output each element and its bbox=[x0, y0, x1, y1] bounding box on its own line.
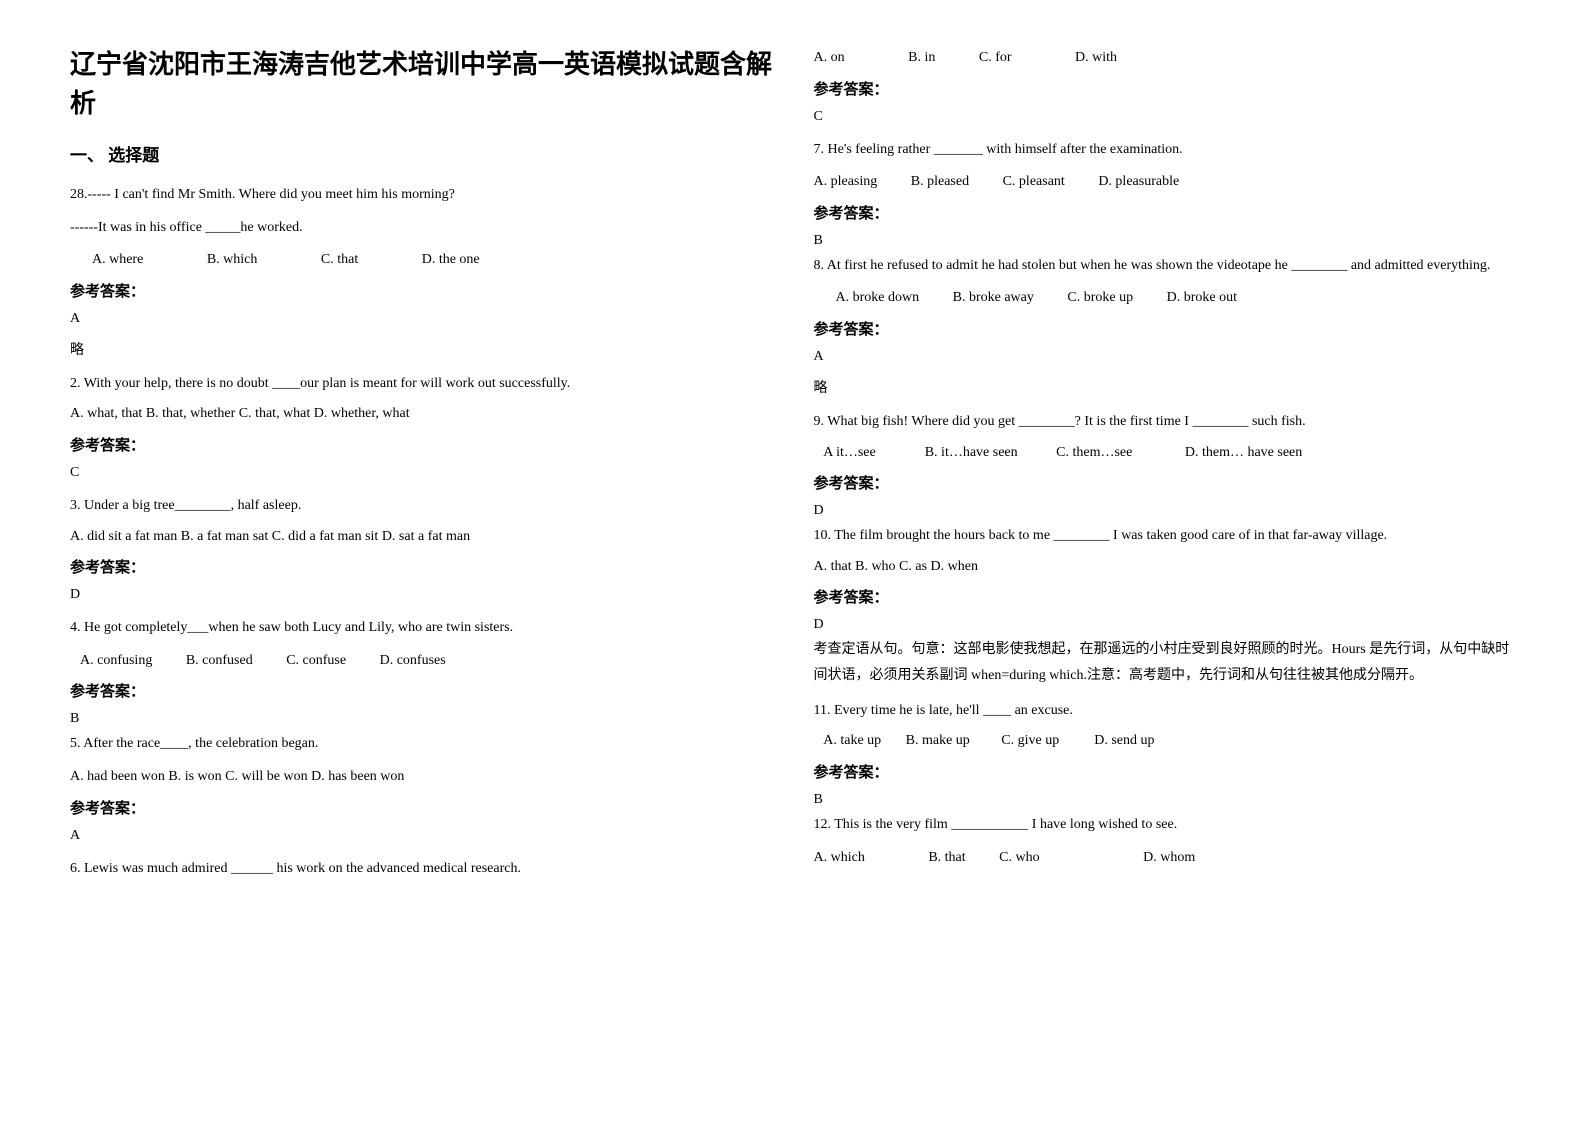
q6-opt-d: D. with bbox=[1075, 50, 1117, 65]
answer-label: 参考答案： bbox=[70, 680, 774, 701]
answer-label: 参考答案： bbox=[70, 556, 774, 577]
q6-options: A. on B. in C. for D. with bbox=[814, 45, 1518, 72]
q2-answer: C bbox=[70, 465, 774, 481]
skip-text: 略 bbox=[814, 377, 1518, 397]
q12-options: A. which B. that C. who D. whom bbox=[814, 845, 1518, 872]
answer-label: 参考答案： bbox=[814, 202, 1518, 223]
q10-answer: D bbox=[814, 617, 1518, 633]
q9-options: A it…see B. it…have seen C. them…see D. … bbox=[814, 440, 1518, 467]
q28-opt-b: B. which bbox=[207, 252, 258, 267]
q7-opt-d: D. pleasurable bbox=[1098, 174, 1179, 189]
answer-label: 参考答案： bbox=[814, 586, 1518, 607]
q4: 4. He got completely___when he saw both … bbox=[70, 615, 774, 642]
q6-opt-c: C. for bbox=[979, 50, 1012, 65]
q8-opt-b: B. broke away bbox=[953, 290, 1034, 305]
q4-opt-b: B. confused bbox=[186, 653, 253, 668]
q5-options: A. had been won B. is won C. will be won… bbox=[70, 764, 774, 791]
q5-answer: A bbox=[70, 828, 774, 844]
answer-label: 参考答案： bbox=[70, 797, 774, 818]
q2-options: A. what, that B. that, whether C. that, … bbox=[70, 401, 774, 428]
q8-opt-c: C. broke up bbox=[1067, 290, 1133, 305]
q3: 3. Under a big tree________, half asleep… bbox=[70, 493, 774, 520]
q4-options: A. confusing B. confused C. confuse D. c… bbox=[70, 648, 774, 675]
q9: 9. What big fish! Where did you get ____… bbox=[814, 409, 1518, 436]
q9-answer: D bbox=[814, 503, 1518, 519]
q2: 2. With your help, there is no doubt ___… bbox=[70, 371, 774, 398]
q7-opt-b: B. pleased bbox=[911, 174, 969, 189]
q28-line1: 28.----- I can't find Mr Smith. Where di… bbox=[70, 182, 774, 209]
q12: 12. This is the very film ___________ I … bbox=[814, 812, 1518, 839]
q28-answer: A bbox=[70, 311, 774, 327]
q11-answer: B bbox=[814, 792, 1518, 808]
q8-answer: A bbox=[814, 349, 1518, 365]
q10-options: A. that B. who C. as D. when bbox=[814, 554, 1518, 581]
q4-answer: B bbox=[70, 711, 774, 727]
q10-explain: 考查定语从句。句意：这部电影使我想起，在那遥远的小村庄受到良好照顾的时光。Hou… bbox=[814, 637, 1518, 687]
skip-text: 略 bbox=[70, 339, 774, 359]
q8-opt-a: A. broke down bbox=[836, 290, 920, 305]
q6-answer: C bbox=[814, 109, 1518, 125]
answer-label: 参考答案： bbox=[70, 434, 774, 455]
q7-opt-c: C. pleasant bbox=[1003, 174, 1065, 189]
q12-opt-d: D. whom bbox=[1143, 850, 1195, 865]
q7-opt-a: A. pleasing bbox=[814, 174, 878, 189]
answer-label: 参考答案： bbox=[814, 78, 1518, 99]
q10: 10. The film brought the hours back to m… bbox=[814, 523, 1518, 550]
q6-opt-b: B. in bbox=[908, 50, 935, 65]
q28-line2: ------It was in his office _____he worke… bbox=[70, 215, 774, 242]
q4-opt-c: C. confuse bbox=[286, 653, 346, 668]
q7-options: A. pleasing B. pleased C. pleasant D. pl… bbox=[814, 169, 1518, 196]
q11: 11. Every time he is late, he'll ____ an… bbox=[814, 698, 1518, 725]
answer-label: 参考答案： bbox=[814, 761, 1518, 782]
answer-label: 参考答案： bbox=[814, 472, 1518, 493]
q8-options: A. broke down B. broke away C. broke up … bbox=[814, 285, 1518, 312]
left-column: 辽宁省沈阳市王海涛吉他艺术培训中学高一英语模拟试题含解析 一、 选择题 28.-… bbox=[50, 45, 794, 1077]
document-title: 辽宁省沈阳市王海涛吉他艺术培训中学高一英语模拟试题含解析 bbox=[70, 45, 774, 123]
q28-opt-a: A. where bbox=[92, 252, 143, 267]
q4-opt-d: D. confuses bbox=[380, 653, 446, 668]
answer-label: 参考答案： bbox=[70, 280, 774, 301]
q5: 5. After the race____, the celebration b… bbox=[70, 731, 774, 758]
answer-label: 参考答案： bbox=[814, 318, 1518, 339]
q6: 6. Lewis was much admired ______ his wor… bbox=[70, 856, 774, 883]
q12-opt-b: B. that bbox=[928, 850, 965, 865]
q7: 7. He's feeling rather _______ with hims… bbox=[814, 137, 1518, 164]
q6-opt-a: A. on bbox=[814, 50, 845, 65]
q8-opt-d: D. broke out bbox=[1167, 290, 1237, 305]
q3-options: A. did sit a fat man B. a fat man sat C.… bbox=[70, 524, 774, 551]
q7-answer: B bbox=[814, 233, 1518, 249]
right-column: A. on B. in C. for D. with 参考答案： C 7. He… bbox=[794, 45, 1538, 1077]
q4-opt-a: A. confusing bbox=[80, 653, 152, 668]
q11-options: A. take up B. make up C. give up D. send… bbox=[814, 728, 1518, 755]
q12-opt-a: A. which bbox=[814, 850, 865, 865]
q28-options: A. where B. which C. that D. the one bbox=[70, 247, 774, 274]
q8: 8. At first he refused to admit he had s… bbox=[814, 253, 1518, 280]
section-heading: 一、 选择题 bbox=[70, 141, 774, 166]
q28-opt-c: C. that bbox=[321, 252, 358, 267]
q3-answer: D bbox=[70, 587, 774, 603]
q28-opt-d: D. the one bbox=[422, 252, 480, 267]
q12-opt-c: C. who bbox=[999, 850, 1039, 865]
